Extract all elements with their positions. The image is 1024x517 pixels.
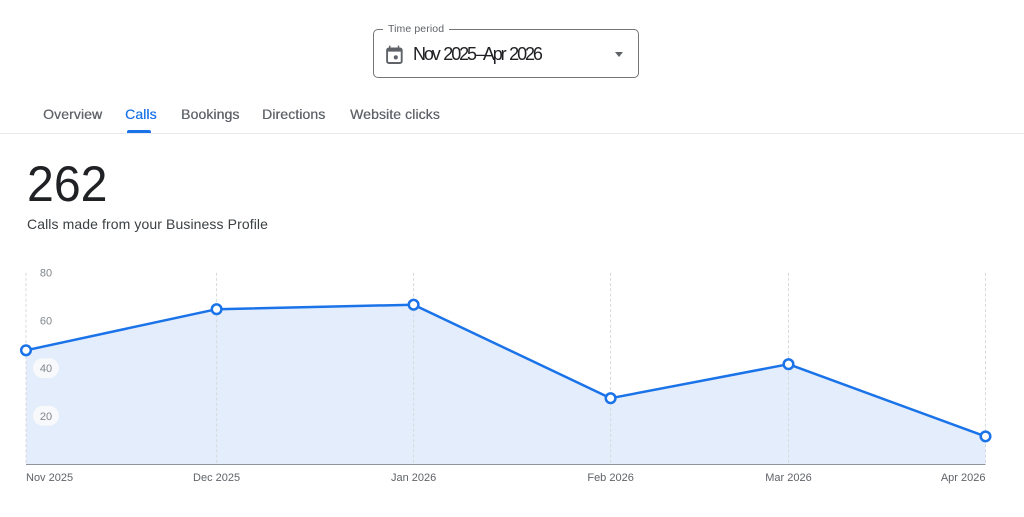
svg-text:Jan 2026: Jan 2026	[391, 472, 436, 484]
svg-text:20: 20	[40, 411, 52, 423]
svg-text:Mar 2026: Mar 2026	[765, 472, 811, 484]
svg-text:40: 40	[40, 363, 52, 375]
svg-text:Dec 2025: Dec 2025	[193, 472, 240, 484]
svg-text:Nov 2025: Nov 2025	[26, 472, 73, 484]
svg-text:Apr 2026: Apr 2026	[941, 472, 986, 484]
svg-text:Feb 2026: Feb 2026	[587, 472, 633, 484]
svg-text:60: 60	[40, 315, 52, 327]
svg-text:80: 80	[40, 268, 52, 280]
